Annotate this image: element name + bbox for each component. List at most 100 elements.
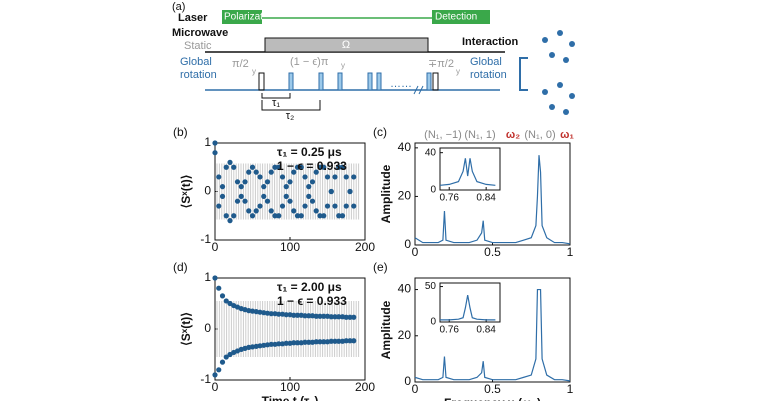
point — [279, 174, 286, 180]
point — [302, 313, 308, 319]
y-tick-label: 1 — [204, 135, 211, 149]
point — [294, 312, 301, 318]
point — [234, 198, 241, 204]
point — [298, 164, 304, 170]
point — [302, 339, 308, 345]
y-tick-label: 40 — [398, 140, 412, 154]
y-axis-label: ⟨Sˣ(t)⟩ — [179, 312, 193, 346]
point — [257, 203, 263, 209]
x-tick-label: 0 — [412, 382, 419, 396]
point — [227, 218, 233, 224]
point — [283, 340, 289, 346]
point — [321, 313, 327, 319]
point — [249, 164, 256, 170]
peak-label: (N₁, 1) — [464, 129, 495, 141]
y-axis-label: ⟨Sˣ(t)⟩ — [179, 175, 193, 209]
y-tick-label: 40 — [425, 147, 437, 158]
point — [261, 193, 267, 199]
point — [249, 213, 256, 219]
point — [339, 164, 346, 170]
inset-spectrum — [440, 294, 496, 321]
point — [219, 293, 226, 299]
spin-cluster — [542, 30, 575, 115]
plot-frame — [214, 142, 366, 241]
point — [287, 179, 293, 185]
y-axis-label: Amplitude — [379, 300, 393, 359]
x-tick-label: 1 — [567, 245, 574, 259]
pulse — [376, 72, 382, 91]
x-axis-label: Time t (τ₁) — [262, 394, 319, 401]
y-tick-label: 0 — [404, 237, 411, 251]
point — [291, 169, 297, 175]
point — [321, 164, 327, 170]
x-tick-label: 0 — [212, 240, 219, 254]
point — [253, 208, 259, 214]
inset-frame — [439, 282, 501, 323]
label: Microwave — [172, 27, 228, 39]
point — [347, 188, 353, 195]
point — [336, 314, 342, 320]
y-tick-label: 0 — [204, 321, 211, 335]
point — [253, 169, 259, 175]
label: τ₂ — [286, 110, 295, 122]
peak-label: (N₁, 0) — [524, 129, 555, 141]
laser-pulse — [222, 10, 262, 24]
label: y — [252, 67, 256, 76]
y-tick-label: 20 — [398, 189, 412, 203]
point — [332, 174, 338, 180]
point — [223, 298, 229, 304]
x-tick-label: 0 — [412, 245, 419, 259]
point — [328, 188, 334, 195]
pulse — [367, 72, 373, 91]
point — [279, 203, 286, 209]
break — [413, 85, 419, 95]
panel-label: (e) — [373, 260, 388, 274]
label: Static — [184, 40, 212, 52]
x-tick-label: 0.84 — [476, 325, 496, 336]
bracket — [261, 93, 291, 99]
x-tick-label: 0.76 — [439, 193, 459, 204]
point — [216, 203, 222, 209]
point — [283, 193, 289, 199]
point — [219, 193, 226, 199]
annotation: 1 − ϵ = 0.933 — [277, 294, 347, 308]
point — [234, 179, 241, 185]
point — [264, 198, 271, 204]
y-tick-label: 0 — [204, 184, 211, 198]
peak-label: ω₂ — [506, 129, 520, 141]
point — [306, 184, 312, 190]
point — [212, 140, 218, 146]
y-tick-label: 40 — [398, 282, 412, 296]
point — [246, 169, 252, 175]
y-tick-label: -1 — [200, 232, 211, 246]
point — [264, 179, 271, 185]
diagram: (a) Laser Polarization Detection Microwa… — [172, 1, 575, 122]
pulse — [258, 72, 265, 91]
point — [291, 312, 297, 318]
point — [216, 285, 222, 291]
y-tick-label: 20 — [398, 328, 412, 342]
pulse — [288, 72, 294, 91]
label: Detection — [435, 12, 477, 23]
pulse — [318, 72, 324, 91]
point — [231, 164, 237, 170]
y-axis-label: Amplitude — [379, 164, 393, 223]
point — [302, 174, 308, 180]
point — [306, 193, 312, 199]
point — [317, 339, 323, 345]
point — [306, 339, 312, 345]
point — [328, 314, 334, 320]
point — [336, 164, 342, 170]
label: Global — [180, 56, 212, 68]
x-tick-label: 0 — [212, 380, 219, 394]
point — [246, 208, 252, 214]
point — [324, 203, 331, 209]
point — [351, 174, 357, 180]
point — [339, 213, 346, 219]
point — [343, 338, 349, 344]
point — [268, 341, 274, 347]
point — [238, 193, 244, 199]
break — [418, 85, 424, 95]
